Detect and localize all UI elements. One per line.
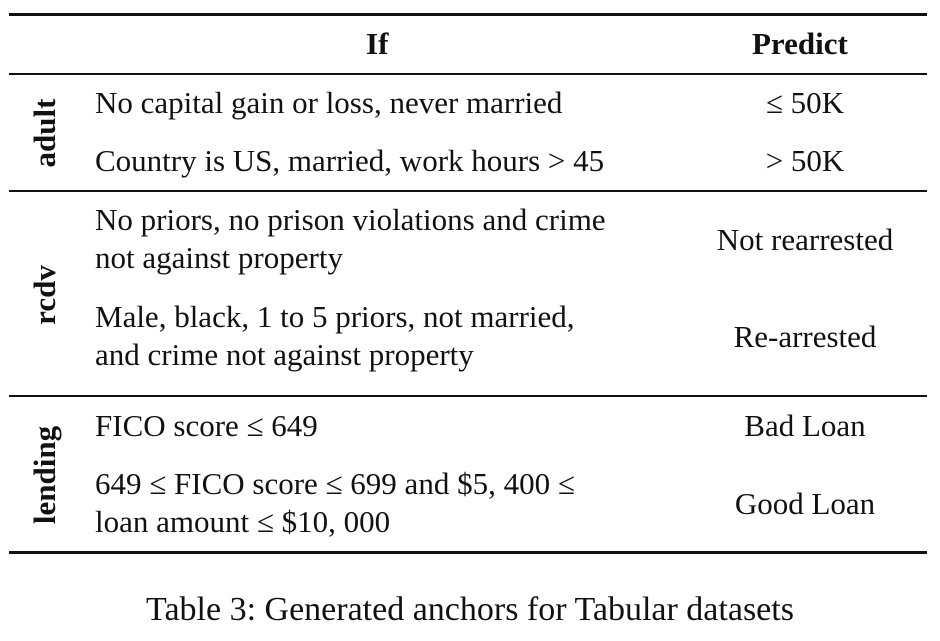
bottom-rule	[9, 551, 927, 554]
prediction-rcdv-2: Re-arrested	[733, 319, 877, 354]
condition-line: and crime not against property	[95, 337, 474, 372]
condition-line: not against property	[95, 240, 343, 275]
condition-line: Male, black, 1 to 5 priors, not married,	[95, 299, 575, 334]
condition-rcdv-1: No priors, no prison violations and crim…	[95, 201, 675, 277]
prediction-lending-2: Good Loan	[734, 486, 876, 521]
group-rule	[9, 190, 927, 192]
condition-line: FICO score ≤ 649	[95, 408, 318, 443]
condition-adult-1: No capital gain or loss, never married	[95, 84, 675, 122]
condition-lending-1: FICO score ≤ 649	[95, 407, 675, 445]
condition-rcdv-2: Male, black, 1 to 5 priors, not married,…	[95, 298, 675, 374]
header-if: If	[366, 26, 389, 61]
header-predict: Predict	[752, 26, 848, 61]
condition-line: Country is US, married, work hours > 45	[95, 143, 605, 178]
prediction-adult-1: ≤ 50K	[765, 85, 845, 120]
group-rule	[9, 395, 927, 397]
group-label-rcdv: rcdv	[27, 265, 62, 325]
condition-line: loan amount ≤ $10, 000	[95, 504, 391, 539]
group-label-lending: lending	[27, 425, 62, 525]
condition-line: No priors, no prison violations and crim…	[95, 202, 606, 237]
prediction-lending-1: Bad Loan	[744, 408, 866, 443]
top-rule	[9, 13, 927, 16]
condition-lending-2: 649 ≤ FICO score ≤ 699 and $5, 400 ≤ loa…	[95, 465, 675, 541]
condition-line: No capital gain or loss, never married	[95, 85, 563, 120]
prediction-rcdv-1: Not rearrested	[716, 222, 894, 257]
condition-adult-2: Country is US, married, work hours > 45	[95, 142, 675, 180]
table-caption: Table 3: Generated anchors for Tabular d…	[146, 591, 794, 628]
prediction-adult-2: > 50K	[765, 143, 845, 178]
condition-line: 649 ≤ FICO score ≤ 699 and $5, 400 ≤	[95, 466, 575, 501]
header-rule	[9, 73, 927, 75]
group-label-adult: adult	[27, 98, 62, 168]
